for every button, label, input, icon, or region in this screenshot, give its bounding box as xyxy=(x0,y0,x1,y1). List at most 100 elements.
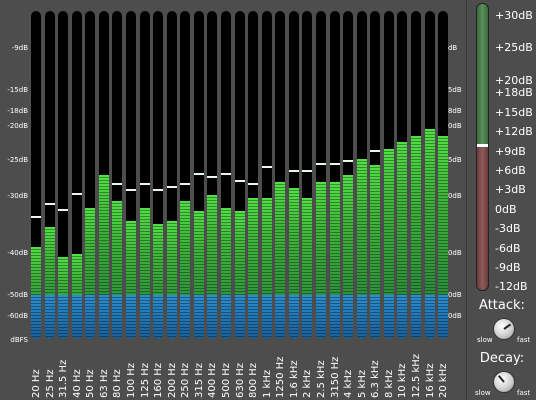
band-meter xyxy=(411,11,421,339)
band-frequency-label: 8 kHz xyxy=(384,369,395,398)
band-level xyxy=(235,211,245,339)
band-frequency-label: 16 kHz xyxy=(425,363,436,398)
band-frequency-label: 40 Hz xyxy=(72,369,83,398)
attack-fast-label: fast xyxy=(517,336,531,344)
band-level-low xyxy=(302,294,312,339)
band-level-low xyxy=(330,294,340,339)
band-meter xyxy=(248,11,258,339)
band-meter xyxy=(316,11,326,339)
band-meter xyxy=(194,11,204,339)
band-level xyxy=(425,129,435,339)
band-frequency-label: 80 Hz xyxy=(112,369,123,398)
band-meter xyxy=(275,11,285,339)
band-meter xyxy=(180,11,190,339)
db-label-right: -40dB xyxy=(441,249,462,257)
band-peak xyxy=(370,150,380,153)
db-label-left: -50dB xyxy=(7,291,28,299)
band-level xyxy=(438,135,448,339)
band-meter xyxy=(343,11,353,339)
band-level-low xyxy=(99,294,109,339)
band-level xyxy=(262,197,272,339)
band-meter xyxy=(330,11,340,339)
band-peak xyxy=(221,173,231,175)
db-label-right: -18dB xyxy=(441,107,462,115)
band-level xyxy=(357,158,367,339)
band-meter xyxy=(85,11,95,339)
band-level xyxy=(99,175,109,339)
band-level-low xyxy=(140,294,150,339)
band-level-low xyxy=(45,294,55,339)
attack-knob[interactable] xyxy=(493,318,515,340)
band-frequency-label: 400 Hz xyxy=(207,362,218,398)
band-meter xyxy=(289,11,299,339)
band-meter xyxy=(425,11,435,339)
band-peak xyxy=(45,202,55,205)
band-frequency-label: 630 Hz xyxy=(235,362,246,398)
band-meter xyxy=(58,11,68,339)
band-meter xyxy=(153,11,163,339)
band-level xyxy=(248,197,258,339)
band-frequency-label: 5 kHz xyxy=(357,369,368,398)
band-level-low xyxy=(194,294,204,339)
meter-label: +3dB xyxy=(495,183,526,196)
band-level xyxy=(343,175,353,339)
band-level-low xyxy=(221,294,231,339)
db-label-left: -60dB xyxy=(7,312,28,320)
meter-label: 0dB xyxy=(495,203,517,216)
band-peak xyxy=(194,173,204,175)
band-level xyxy=(302,197,312,339)
band-level-low xyxy=(72,294,82,339)
band-frequency-label: 20 Hz xyxy=(31,369,42,398)
band-meter xyxy=(126,11,136,339)
spectrum-analyzer: -9dB -15dB -18dB -20dB -25dB -30dB -40dB… xyxy=(7,11,462,398)
band-frequency-label: 4 kHz xyxy=(343,369,354,398)
attack-knob-indicator xyxy=(503,323,512,330)
band-frequency-label: 2.5 kHz xyxy=(316,360,327,398)
band-level xyxy=(316,181,326,339)
band-level-low xyxy=(384,294,394,339)
db-label-right: -50dB xyxy=(441,291,462,299)
band-peak xyxy=(262,166,272,169)
band-peak xyxy=(126,189,136,192)
meter-label: +9dB xyxy=(495,145,526,158)
band-peak xyxy=(330,163,340,166)
meter-label: +25dB xyxy=(495,41,533,54)
meter-label: +18dB xyxy=(495,86,533,99)
band-level xyxy=(384,148,394,339)
band-level xyxy=(85,207,95,339)
band-level-low xyxy=(438,294,448,339)
band-meter xyxy=(221,11,231,339)
band-meter xyxy=(207,11,217,339)
band-peak xyxy=(72,192,82,195)
band-level-low xyxy=(31,294,41,339)
band-level xyxy=(330,181,340,339)
band-level-low xyxy=(275,294,285,339)
band-frequency-label: 100 Hz xyxy=(126,362,137,398)
meter-label: +20dB xyxy=(495,74,533,87)
db-label-left: -9dB xyxy=(11,44,28,52)
db-label-right: -25dB xyxy=(441,156,462,164)
band-level xyxy=(207,194,217,339)
band-frequency-label: 12.5 kHz xyxy=(411,353,422,398)
meter-green-zone xyxy=(477,4,488,144)
band-level xyxy=(45,227,55,339)
band-frequency-label: 3150 Hz xyxy=(330,356,341,398)
meter-label: +30dB xyxy=(495,9,533,22)
band-frequency-label: 800 Hz xyxy=(248,362,259,398)
meter-label: -3dB xyxy=(495,222,521,235)
attack-label: Attack: xyxy=(479,298,525,313)
band-level-low xyxy=(153,294,163,339)
band-frequency-label: 200 Hz xyxy=(167,362,178,398)
band-peak xyxy=(316,163,326,166)
band-frequency-label: 125 Hz xyxy=(140,362,151,398)
decay-slow-label: slow xyxy=(475,389,491,397)
band-level-low xyxy=(397,294,407,339)
decay-knob[interactable] xyxy=(493,371,515,393)
band-meter xyxy=(370,11,380,339)
band-peak xyxy=(112,182,122,185)
band-level xyxy=(194,211,204,339)
band-meter xyxy=(438,11,448,339)
band-level xyxy=(370,165,380,339)
meter-red-zone xyxy=(477,147,488,290)
band-frequency-label: 2 kHz xyxy=(302,369,313,398)
